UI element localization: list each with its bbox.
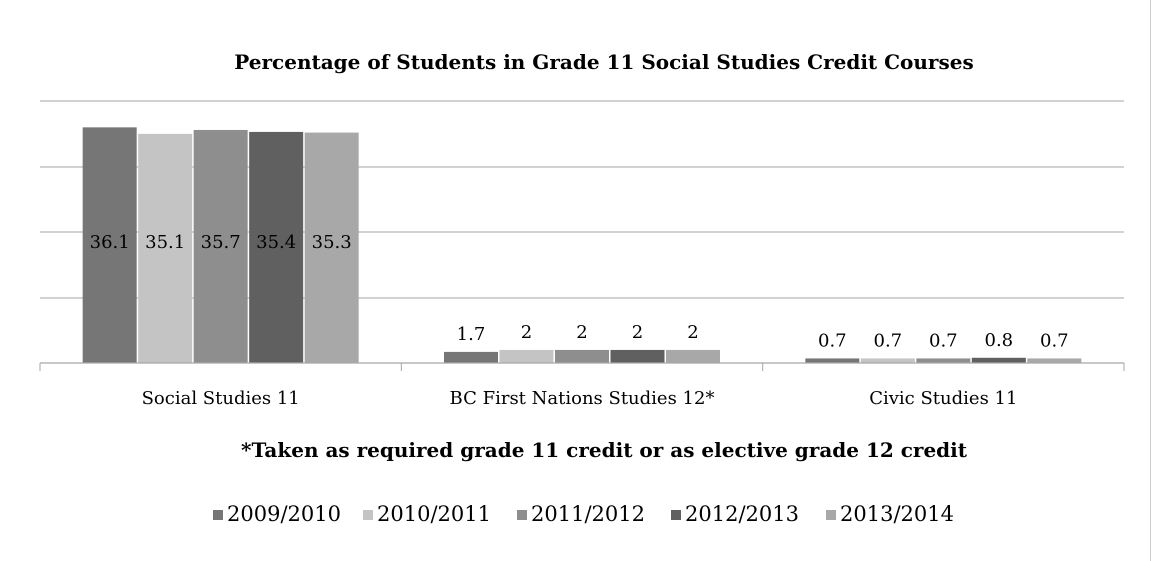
category-label: Social Studies 11 (142, 388, 300, 409)
legend-swatch (671, 510, 681, 520)
bar-value-label: 0.8 (985, 330, 1014, 351)
legend-swatch (363, 510, 373, 520)
legend-swatch (826, 510, 836, 520)
legend-label: 2011/2012 (531, 502, 645, 526)
bar (138, 133, 193, 363)
bar-value-label: 35.3 (312, 232, 352, 253)
bar-value-label: 0.7 (929, 330, 958, 351)
bar-value-label: 2 (576, 322, 587, 343)
category-label: Civic Studies 11 (869, 388, 1017, 409)
bar (499, 349, 554, 363)
legend-label: 2012/2013 (685, 502, 799, 526)
category-labels: Social Studies 11 BC First Nations Studie… (142, 388, 1018, 409)
chart-footnote: *Taken as required grade 11 credit or as… (241, 438, 968, 462)
chart-title: Percentage of Students in Grade 11 Socia… (234, 50, 973, 74)
bar (82, 127, 137, 363)
bar-value-label: 36.1 (90, 232, 130, 253)
bar (805, 358, 860, 363)
legend-swatch (213, 510, 223, 520)
bar (249, 131, 304, 363)
bar (444, 351, 498, 363)
legend-label: 2010/2011 (377, 502, 491, 526)
category-label: BC First Nations Studies 12* (450, 388, 715, 409)
bars (82, 127, 1082, 363)
bar (304, 132, 359, 363)
bar-value-label: 35.7 (201, 232, 241, 253)
bar-value-label: 2 (632, 322, 643, 343)
bar (916, 358, 971, 363)
legend-label: 2009/2010 (227, 502, 341, 526)
bar (971, 357, 1026, 363)
bar-value-label: 2 (687, 322, 698, 343)
bar (610, 349, 665, 363)
bar (1027, 358, 1082, 363)
bar-value-label: 35.1 (145, 232, 185, 253)
bar-value-label: 2 (521, 322, 532, 343)
bar (193, 129, 248, 363)
bar (666, 349, 720, 363)
x-axis (39, 362, 1125, 371)
bar-value-label: 1.7 (457, 324, 486, 345)
legend-swatch (517, 510, 527, 520)
bar-value-label: 0.7 (874, 330, 903, 351)
legend: 2009/2010 2010/2011 2011/2012 2012/2013 2013… (213, 502, 954, 526)
bar (860, 358, 915, 363)
legend-label: 2013/2014 (840, 502, 954, 526)
bar (555, 349, 609, 363)
value-labels: 36.1 35.1 35.7 35.4 35.3 1.7 2 2 2 2 0.7 0.7 0.7 0.8 0… (90, 232, 1069, 351)
bar-value-label: 35.4 (256, 232, 296, 253)
bar-value-label: 0.7 (1040, 330, 1069, 351)
bar-value-label: 0.7 (818, 330, 847, 351)
